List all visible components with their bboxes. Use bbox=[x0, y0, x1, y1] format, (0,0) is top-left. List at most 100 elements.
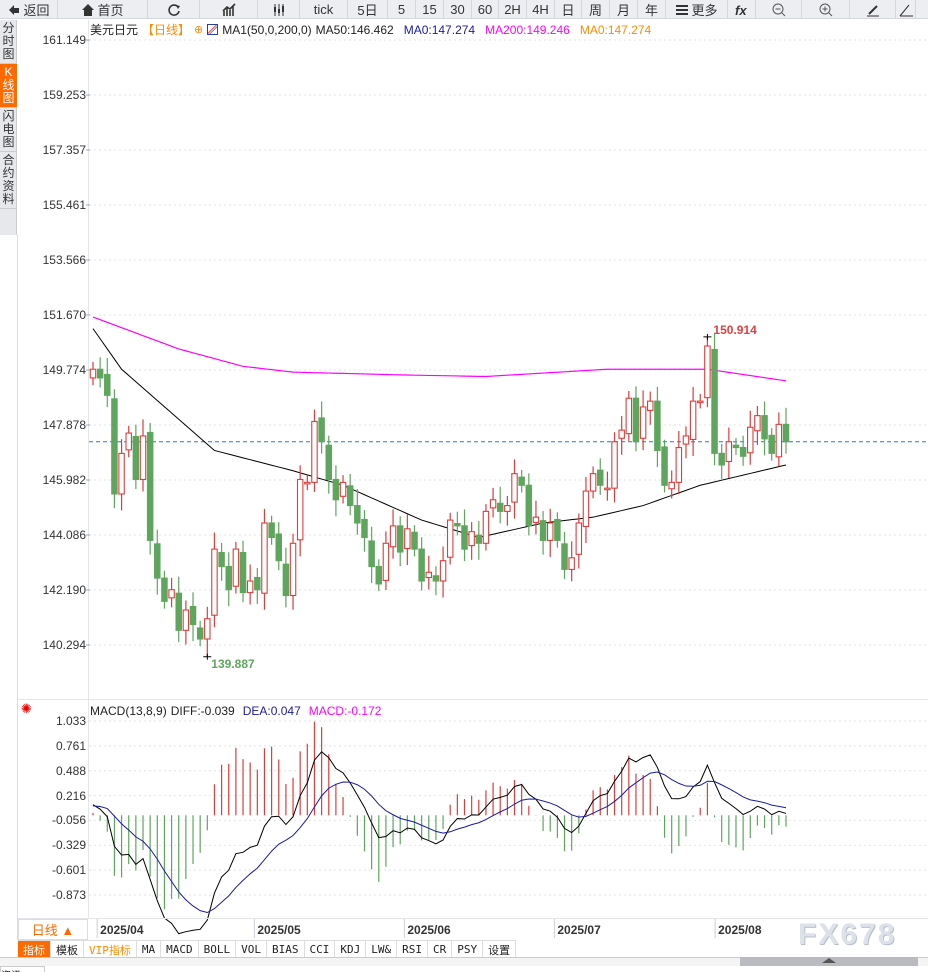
candle[interactable] bbox=[404, 514, 411, 566]
candle[interactable] bbox=[104, 357, 111, 408]
candle[interactable] bbox=[204, 606, 211, 657]
candle[interactable] bbox=[89, 361, 97, 386]
toolbar-button-function[interactable]: fx bbox=[728, 0, 756, 19]
toolbar-button-candlestick[interactable] bbox=[258, 0, 300, 19]
news-tab[interactable]: 资讯 bbox=[0, 966, 45, 972]
candle[interactable] bbox=[339, 475, 347, 504]
candle[interactable] bbox=[647, 391, 654, 425]
scrollbar-thumb[interactable] bbox=[740, 957, 918, 966]
candle[interactable] bbox=[439, 546, 447, 598]
candle[interactable] bbox=[211, 532, 218, 628]
candle[interactable] bbox=[311, 409, 318, 492]
sidebar-item-flash-chart[interactable]: 闪电图 bbox=[0, 108, 17, 152]
candle[interactable] bbox=[632, 386, 640, 452]
settings-icon[interactable]: ⊕ bbox=[194, 24, 204, 36]
toolbar-button-4H[interactable]: 4H bbox=[527, 0, 555, 19]
candle[interactable] bbox=[361, 509, 368, 552]
toolbar-button-bar-chart[interactable] bbox=[200, 0, 258, 19]
toolbar-button-更多[interactable]: 更多 bbox=[666, 0, 728, 19]
toolbar-button-zoom-in[interactable] bbox=[802, 0, 850, 19]
toolbar-button-zoom-out[interactable] bbox=[756, 0, 802, 19]
candle[interactable] bbox=[346, 473, 354, 516]
toolbar-button-refresh[interactable] bbox=[148, 0, 200, 19]
candle[interactable] bbox=[125, 425, 132, 458]
tab-模板[interactable]: 模板 bbox=[51, 941, 84, 958]
candle[interactable] bbox=[132, 424, 140, 490]
candle[interactable] bbox=[161, 570, 168, 609]
candle[interactable] bbox=[389, 509, 397, 559]
sidebar-item-contract-info[interactable]: 合约资料 bbox=[0, 152, 17, 209]
toolbar-button-30[interactable]: 30 bbox=[444, 0, 472, 19]
candle[interactable] bbox=[368, 526, 375, 584]
candle[interactable] bbox=[111, 389, 118, 509]
candle[interactable] bbox=[611, 432, 618, 503]
indicator-icon[interactable] bbox=[207, 24, 219, 35]
candle[interactable] bbox=[454, 511, 461, 536]
candle[interactable] bbox=[704, 336, 711, 408]
toolbar-button-60[interactable]: 60 bbox=[472, 0, 499, 19]
tab-macd[interactable]: MACD bbox=[161, 941, 199, 958]
candle[interactable] bbox=[775, 412, 783, 467]
candle[interactable] bbox=[432, 566, 440, 596]
candle[interactable] bbox=[761, 401, 768, 456]
candle[interactable] bbox=[246, 564, 254, 605]
tab-lw&[interactable]: LW& bbox=[366, 941, 398, 958]
candle[interactable] bbox=[625, 390, 633, 441]
candle[interactable] bbox=[218, 543, 225, 581]
candle[interactable] bbox=[504, 496, 511, 526]
candle[interactable] bbox=[475, 520, 483, 560]
candle[interactable] bbox=[168, 577, 175, 608]
candle[interactable] bbox=[304, 475, 311, 491]
tab-cci[interactable]: CCI bbox=[305, 941, 336, 958]
horizontal-scrollbar[interactable] bbox=[0, 957, 928, 966]
candle[interactable] bbox=[668, 470, 675, 499]
toolbar-button-triangle[interactable] bbox=[896, 0, 916, 19]
toolbar-button-年[interactable]: 年 bbox=[638, 0, 666, 19]
toolbar-button-5[interactable]: 5 bbox=[388, 0, 416, 19]
candle[interactable] bbox=[289, 533, 297, 610]
candle[interactable] bbox=[725, 427, 733, 479]
candle[interactable] bbox=[275, 522, 283, 571]
tab-bias[interactable]: BIAS bbox=[267, 941, 305, 958]
candle[interactable] bbox=[604, 471, 611, 501]
period-button[interactable]: 日线 ▲ bbox=[18, 919, 88, 940]
candle[interactable] bbox=[561, 531, 568, 579]
candle[interactable] bbox=[546, 508, 554, 557]
candle[interactable] bbox=[139, 419, 147, 492]
toolbar-button-5日[interactable]: 5日 bbox=[348, 0, 388, 19]
toolbar-button-2H[interactable]: 2H bbox=[499, 0, 527, 19]
candle[interactable] bbox=[354, 489, 361, 535]
tab-kdj[interactable]: KDJ bbox=[335, 941, 367, 958]
tab-rsi[interactable]: RSI bbox=[397, 941, 428, 958]
candle[interactable] bbox=[318, 401, 325, 454]
tab-boll[interactable]: BOLL bbox=[199, 941, 237, 958]
candle[interactable] bbox=[654, 386, 661, 467]
candle[interactable] bbox=[396, 516, 404, 567]
candle[interactable] bbox=[711, 332, 718, 466]
toolbar-button-首页[interactable]: 首页 bbox=[58, 0, 148, 19]
candle[interactable] bbox=[446, 512, 454, 565]
tab-vip指标[interactable]: VIP指标 bbox=[84, 941, 137, 958]
candle[interactable] bbox=[768, 428, 775, 461]
candle[interactable] bbox=[525, 473, 533, 536]
toolbar-button-返回[interactable]: 返回 bbox=[0, 0, 58, 19]
toolbar-button-周[interactable]: 周 bbox=[582, 0, 610, 19]
candle[interactable] bbox=[496, 486, 504, 524]
candle[interactable] bbox=[382, 531, 390, 590]
tab-ma[interactable]: MA bbox=[137, 941, 162, 958]
candle[interactable] bbox=[146, 422, 154, 555]
candle[interactable] bbox=[282, 547, 290, 608]
candle[interactable] bbox=[461, 509, 468, 561]
candle[interactable] bbox=[689, 386, 697, 456]
candle[interactable] bbox=[682, 426, 690, 459]
candle[interactable] bbox=[575, 513, 583, 569]
candle[interactable] bbox=[568, 541, 575, 582]
candle[interactable] bbox=[375, 559, 383, 592]
candle[interactable] bbox=[296, 465, 304, 557]
tab-设置[interactable]: 设置 bbox=[483, 941, 517, 958]
candle[interactable] bbox=[118, 439, 125, 511]
sidebar-item-kline-chart[interactable]: K线图 bbox=[0, 64, 17, 108]
candle[interactable] bbox=[639, 390, 647, 451]
toolbar-button-pen[interactable] bbox=[850, 0, 896, 19]
